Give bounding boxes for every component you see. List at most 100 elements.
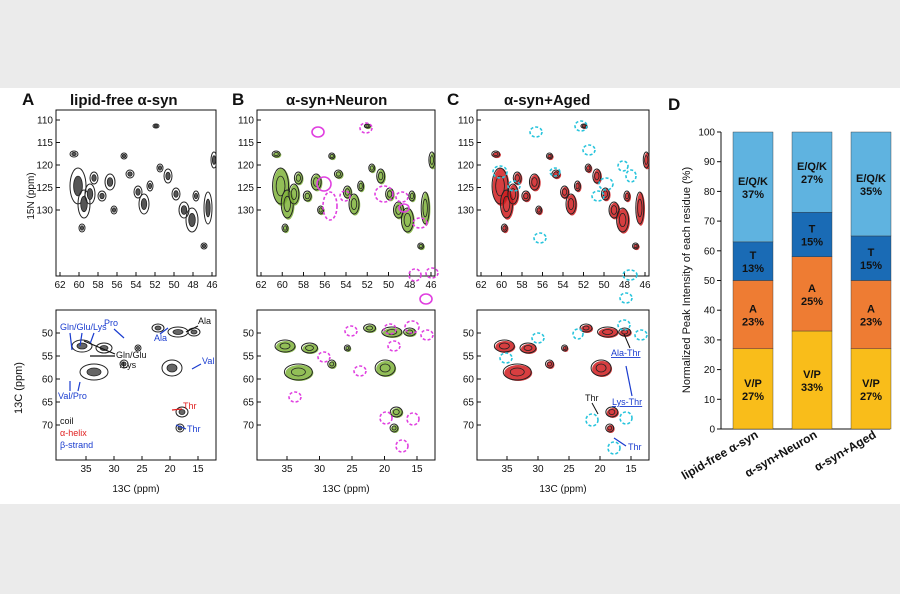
peak-group-bottom: [494, 324, 631, 433]
highlight-circle-magenta: [289, 392, 301, 402]
bar-segment-value: 27%: [860, 391, 882, 403]
spectrum-peak-core: [212, 156, 215, 165]
spectrum-peak-core: [194, 193, 197, 199]
bar-segment-label: E/Q/K: [738, 176, 768, 188]
bottom-ytick-label: 70: [463, 421, 475, 432]
bar-segment-label: V/P: [803, 369, 821, 381]
bar-segment-value: 25%: [801, 296, 823, 308]
bottom-ytick-label: 60: [42, 375, 54, 386]
top-xtick-label: 54: [130, 280, 142, 291]
top-ytick-label: 130: [36, 206, 53, 217]
top-xtick-label: 62: [255, 280, 267, 291]
highlight-circle-cyan: [592, 191, 604, 201]
top-xtick-label: 46: [425, 280, 437, 291]
top-xtick-label: 58: [298, 280, 310, 291]
annotation-ala-black: Ala: [198, 316, 211, 326]
annotation-ala-blue: Ala: [154, 333, 167, 343]
bar-ytick-label: 70: [704, 217, 716, 228]
spectrum-peak-core: [191, 330, 197, 334]
highlight-circle-cyan: [620, 293, 632, 303]
spectrum-peak-core: [155, 326, 161, 330]
spectrum-peak-core: [202, 244, 205, 247]
highlight-circle-magenta: [312, 127, 324, 137]
top-ytick-label: 120: [36, 161, 53, 172]
bar-ytick-label: 30: [704, 335, 716, 346]
bar-ytick-label: 60: [704, 246, 716, 257]
legend-beta-strand: β-strand: [60, 440, 93, 450]
top-xtick-label: 50: [168, 280, 180, 291]
annotation-gln-pointer-3: [90, 333, 94, 344]
top-xtick-label: 52: [149, 280, 161, 291]
spectrum-peak-core: [166, 172, 170, 180]
bar-chart-bars: V/P27%A23%T13%E/Q/K37%V/P33%A25%T15%E/Q/…: [733, 132, 891, 429]
highlight-circle-cyan: [573, 329, 583, 339]
spectrum-peak-core: [122, 154, 125, 157]
annotation-thr-red: Thr: [183, 401, 197, 411]
bar-segment-value: 37%: [742, 189, 764, 201]
highlight-circle-cyan: [530, 127, 542, 137]
bottom-ytick-label: 60: [243, 375, 255, 386]
annotation-val-pro: Val/Pro: [58, 391, 87, 401]
bottom-ytick-label: 70: [243, 421, 255, 432]
bar-ytick-label: 40: [704, 306, 716, 317]
panel-a-letter: A: [22, 90, 34, 109]
bottom-ytick-label: 55: [463, 352, 475, 363]
bottom-yaxis-label: 13C (ppm): [13, 362, 25, 414]
bottom-ytick-label: 50: [42, 329, 54, 340]
spectrum-peak-core: [173, 330, 183, 335]
bottom-xaxis-label-a: 13C (ppm): [112, 484, 159, 495]
spectrum-peak-core: [167, 364, 177, 372]
top-xtick-label: 50: [598, 280, 610, 291]
top-xtick-label: 60: [73, 280, 85, 291]
bar-segment-label: A: [867, 304, 875, 316]
annotation-ala-thr: Ala-Thr: [611, 348, 641, 358]
bar-category-label: α-syn+Aged: [812, 427, 879, 474]
spectrum-peak-core: [189, 213, 196, 226]
top-xtick-label: 56: [319, 280, 331, 291]
bar-segment-value: 15%: [860, 260, 882, 272]
top-xtick-label: 46: [639, 280, 651, 291]
spectrum-peak-core: [80, 226, 83, 230]
peak-group-top: [70, 124, 217, 249]
bottom-xtick-label: 35: [281, 464, 293, 475]
bar-segment-label: A: [749, 304, 757, 316]
bar-chart-ylabel: Normalized Peak Intensity of each residu…: [681, 167, 693, 393]
figure-svg: A lipid-free α-syn B α-syn+Neuron C α-sy…: [0, 88, 900, 504]
highlight-circle-magenta: [421, 330, 433, 340]
bar-ytick-label: 50: [704, 276, 716, 287]
figure: A lipid-free α-syn B α-syn+Neuron C α-sy…: [0, 88, 900, 504]
annotation-pro-pointer: [114, 329, 124, 338]
top-xtick-label: 60: [277, 280, 289, 291]
bottom-xtick-label: 35: [80, 464, 92, 475]
highlight-circle-magenta: [420, 294, 432, 304]
bar-segment-label: A: [808, 283, 816, 295]
spectrum-peak-core: [74, 176, 83, 196]
bar-segment-label: E/Q/K: [856, 173, 886, 185]
bar-segment-label: T: [750, 250, 757, 262]
spectrum-peak-core: [154, 125, 157, 127]
peak-group-top: [492, 124, 651, 250]
panel-c-letter: C: [447, 90, 459, 109]
top-ytick-label: 125: [237, 183, 254, 194]
top-xtick-label: 50: [383, 280, 395, 291]
highlight-circle-cyan: [618, 161, 628, 171]
top-ytick-label: 115: [458, 138, 474, 149]
bottom-ytick-label: 65: [42, 398, 54, 409]
annotation-gln-glu-lys: Gln/Glu/Lys: [60, 322, 107, 332]
highlight-circle-magenta: [354, 366, 366, 376]
highlight-circle-cyan: [586, 414, 598, 426]
bottom-xtick-label: 25: [563, 464, 575, 475]
bar-chart-categories: lipid-free α-synα-syn+Neuronα-syn+Aged: [679, 427, 879, 482]
highlight-circle-magenta: [318, 352, 330, 362]
top-ytick-label: 130: [457, 206, 474, 217]
spectrum-peak-core: [158, 166, 161, 170]
bottom-xaxis-label-b: 13C (ppm): [322, 484, 369, 495]
top-ytick-label: 110: [238, 116, 254, 127]
top-xtick-label: 48: [187, 280, 199, 291]
spectrum-peak-core: [136, 189, 140, 196]
bottom-xtick-label: 15: [192, 464, 204, 475]
highlight-circle-cyan: [620, 412, 632, 424]
spectrum-peak-core: [107, 178, 113, 187]
bar-ytick-label: 100: [698, 128, 715, 139]
annotation-thr-blue-c-pointer: [614, 438, 626, 446]
